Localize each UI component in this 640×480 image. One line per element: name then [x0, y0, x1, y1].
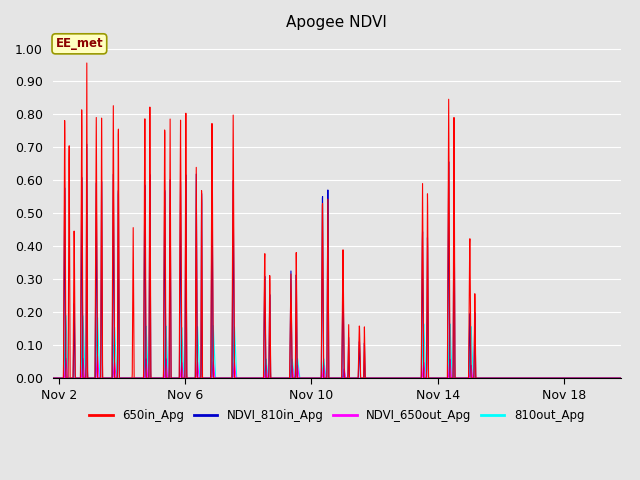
Text: EE_met: EE_met: [56, 37, 103, 50]
Legend: 650in_Apg, NDVI_810in_Apg, NDVI_650out_Apg, 810out_Apg: 650in_Apg, NDVI_810in_Apg, NDVI_650out_A…: [84, 405, 589, 427]
Title: Apogee NDVI: Apogee NDVI: [286, 15, 387, 30]
